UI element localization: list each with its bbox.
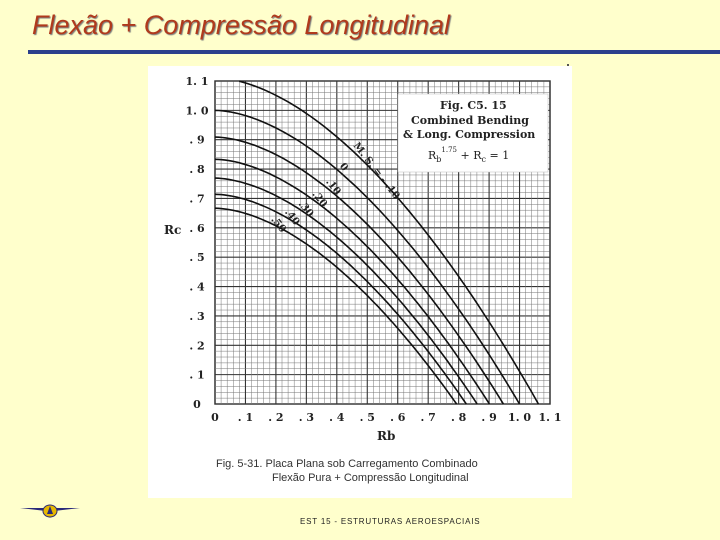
corner-mark: [567, 64, 569, 66]
x-tick-label: . 2: [268, 411, 283, 424]
legend-line-1: Combined Bending: [411, 114, 529, 127]
curve-4: [214, 177, 478, 405]
y-tick-label: . 5: [189, 251, 204, 264]
chart-curves: [214, 80, 540, 405]
x-tick-label: 1. 1: [539, 411, 562, 424]
curve-1: [214, 109, 521, 405]
y-tick-label: . 6: [189, 222, 205, 235]
x-tick-label: . 5: [360, 411, 375, 424]
x-tick-label: . 8: [451, 411, 467, 424]
y-tick-label: . 8: [189, 163, 205, 176]
legend-title: Fig. C5. 15: [440, 99, 507, 112]
legend-line-2: & Long. Compression: [403, 128, 535, 141]
footer-course: EST 15 - ESTRUTURAS AEROESPACIAIS: [300, 517, 481, 526]
x-tick-label: . 9: [481, 411, 496, 424]
curve-6: [214, 207, 458, 405]
legend-formula: Rb1.75 + Rc = 1: [428, 146, 509, 164]
chart-ticks: 0 . 1 . 2 . 3 . 4 . 5 . 6 . 7 . 8 . 9 1. 0 1. 1 0 . 1…: [186, 75, 562, 424]
curve-2: [214, 136, 505, 405]
curve-0: [239, 80, 540, 405]
y-tick-label: . 7: [189, 192, 204, 205]
y-tick-label: . 4: [189, 281, 205, 294]
curve-5: [214, 193, 467, 405]
slide-title: Flexão + Compressão Longitudinal: [32, 10, 450, 40]
y-tick-label: 1. 0: [186, 104, 209, 117]
x-tick-label: . 1: [238, 411, 253, 424]
y-tick-label: . 9: [189, 134, 204, 147]
x-tick-label: . 7: [421, 411, 436, 424]
x-tick-label: 1. 0: [508, 411, 531, 424]
figure-panel: M. S. = - .10 0.10.20.30.40.50 0. 1. 2. 3…: [148, 66, 572, 498]
x-tick-label: 0: [211, 411, 219, 424]
title-underline: [28, 50, 720, 54]
caption-line-2: Flexão Pura + Compressão Longitudinal: [272, 472, 469, 484]
y-tick-label: 0: [193, 398, 201, 411]
chart-legend: Fig. C5. 15 Combined Bending & Long. Com…: [397, 93, 549, 173]
x-tick-label: . 6: [390, 411, 406, 424]
y-tick-label: . 3: [189, 310, 204, 323]
x-tick-label: . 4: [329, 411, 345, 424]
y-tick-label: . 1: [189, 369, 204, 382]
x-axis-label: Rb: [377, 429, 395, 443]
y-axis-label: Rc: [164, 223, 181, 237]
y-tick-label: 1. 1: [186, 75, 209, 88]
y-tick-label: . 2: [189, 339, 204, 352]
caption-line-1: Fig. 5-31. Placa Plana sob Carregamento …: [216, 458, 478, 470]
curve-3: [214, 158, 491, 405]
institution-logo-icon: [20, 504, 80, 518]
interaction-chart: M. S. = - .100.10.20.30.40.50 0. 1. 2. 3…: [164, 75, 562, 443]
x-tick-label: . 3: [299, 411, 314, 424]
